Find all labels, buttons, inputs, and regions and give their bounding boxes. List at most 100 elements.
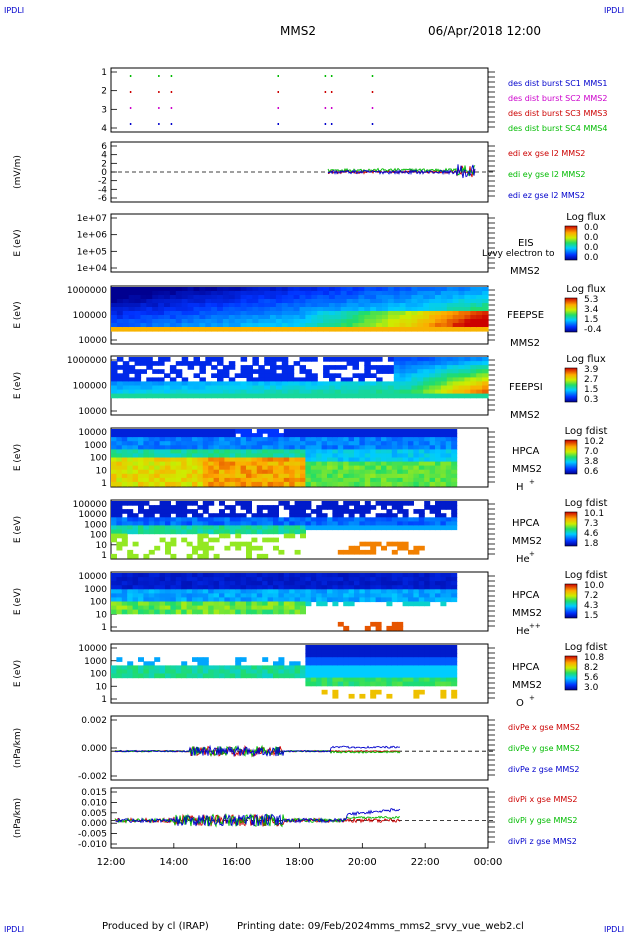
spectrogram-cell <box>281 327 289 332</box>
spectrogram-cell <box>170 577 177 582</box>
spectrogram-cell <box>445 673 452 679</box>
spectrogram-cell <box>482 303 489 308</box>
spectrogram-cell <box>281 287 289 292</box>
spectrogram-cell <box>424 501 431 506</box>
spectrogram-cell <box>440 291 448 296</box>
spectrogram-cell <box>264 303 271 308</box>
spectrogram-cell <box>278 469 285 475</box>
spectrogram-cell <box>148 481 155 487</box>
spectrogram-cell <box>122 369 130 374</box>
spectrogram-cell <box>300 453 306 459</box>
spectrogram-cell <box>219 577 225 582</box>
spectrogram-cell <box>413 429 420 434</box>
spectrogram-cell <box>229 669 236 675</box>
spectrogram-cell <box>211 365 218 370</box>
spectrogram-cell <box>435 649 441 654</box>
spectrogram-cell <box>165 573 171 578</box>
spectrogram-cell <box>348 481 355 487</box>
spectrogram-cell <box>138 441 144 446</box>
spectrogram-cell <box>476 369 483 374</box>
spectrogram-cell <box>417 315 424 320</box>
spectrogram-cell <box>393 381 401 387</box>
spectrogram-cell <box>111 521 117 527</box>
spectrogram-cell <box>224 429 231 434</box>
spectrogram-cell <box>370 295 377 300</box>
species-label: H <box>516 482 524 493</box>
spectrogram-cell <box>316 441 323 446</box>
y-tick-label: 0.015 <box>81 788 107 798</box>
spectrogram-cell <box>470 373 477 378</box>
spectrogram-cell <box>299 327 306 332</box>
spectrogram-cell <box>358 327 365 332</box>
spectrogram-cell <box>354 473 360 479</box>
spectrogram-cell <box>264 291 271 296</box>
colorbar-tick-label: 0.0 <box>584 233 599 243</box>
spectrogram-cell <box>440 287 448 292</box>
spectrogram-cell <box>391 453 398 459</box>
spectrogram-cell <box>440 445 447 450</box>
spectrogram-cell <box>321 433 328 438</box>
spectrogram-cell <box>332 577 339 582</box>
spectrogram-cell <box>321 469 328 475</box>
spectrogram-cell <box>175 529 182 535</box>
spectrogram-cell <box>435 287 442 292</box>
spectrogram-cell <box>435 597 441 603</box>
spectrogram-cell <box>429 287 436 292</box>
spectrogram-cell <box>452 295 460 300</box>
spectrogram-cell <box>348 501 355 506</box>
spectrogram-cell <box>251 445 258 450</box>
spectrogram-cell <box>329 303 336 308</box>
spectrogram-cell <box>193 311 200 316</box>
spectrogram-cell <box>140 389 147 395</box>
spectrogram-cell <box>359 477 366 483</box>
spectrogram-cell <box>359 469 366 475</box>
spectrogram-cell <box>258 369 265 374</box>
spectrogram-cell <box>482 307 489 312</box>
spectrogram-cell <box>381 429 387 434</box>
spectrogram-cell <box>346 291 354 296</box>
spectrogram-cell <box>424 669 431 675</box>
spectrogram-cell <box>229 509 236 514</box>
spectrogram-cell <box>405 319 412 324</box>
spectrogram-cell <box>387 299 395 304</box>
spectrogram-cell <box>175 581 182 586</box>
spectrogram-cell <box>327 441 333 446</box>
spectrogram-cell <box>134 319 142 324</box>
series-line <box>114 744 401 758</box>
spectrogram-cell <box>116 521 123 527</box>
spectrogram-cell <box>440 323 448 328</box>
spectrogram-cell <box>213 553 220 559</box>
spectrogram-cell <box>213 461 220 467</box>
spectrogram-cell <box>273 545 279 551</box>
spectrogram-cell <box>235 449 242 455</box>
spectrogram-cell <box>170 509 177 514</box>
spectrogram-cell <box>164 381 171 387</box>
spectrogram-cell <box>111 601 117 607</box>
spectrogram-cell <box>446 377 454 383</box>
spectrogram-cell <box>343 501 350 506</box>
spectrogram-cell <box>334 393 342 399</box>
spectrogram-cell <box>287 307 295 312</box>
spectrogram-cell <box>175 573 182 578</box>
spectrogram-cell <box>224 449 231 455</box>
spectrogram-cell <box>270 311 277 316</box>
spectrogram-cell <box>262 525 269 531</box>
spectrogram-cell <box>413 689 420 695</box>
spectrogram-cell <box>440 505 447 510</box>
spectrogram-cell <box>370 389 377 395</box>
spectrogram-cell <box>283 593 290 599</box>
spectrogram-cell <box>359 457 366 463</box>
spectrogram-cell <box>211 311 218 316</box>
spectrogram-cell <box>435 505 441 510</box>
spectrogram-cell <box>128 357 136 362</box>
spectrogram-cell <box>340 315 348 320</box>
spectrogram-cell <box>208 473 215 479</box>
spectrogram-cell <box>386 473 393 479</box>
spectrogram-cell <box>228 287 236 292</box>
spectrogram-cell <box>435 389 442 395</box>
spectrogram-cell <box>337 505 344 510</box>
spectrogram-cell <box>440 677 447 683</box>
spectrogram-cell <box>158 385 165 391</box>
spectrogram-cell <box>300 461 306 467</box>
spectrogram-cell <box>240 521 247 527</box>
